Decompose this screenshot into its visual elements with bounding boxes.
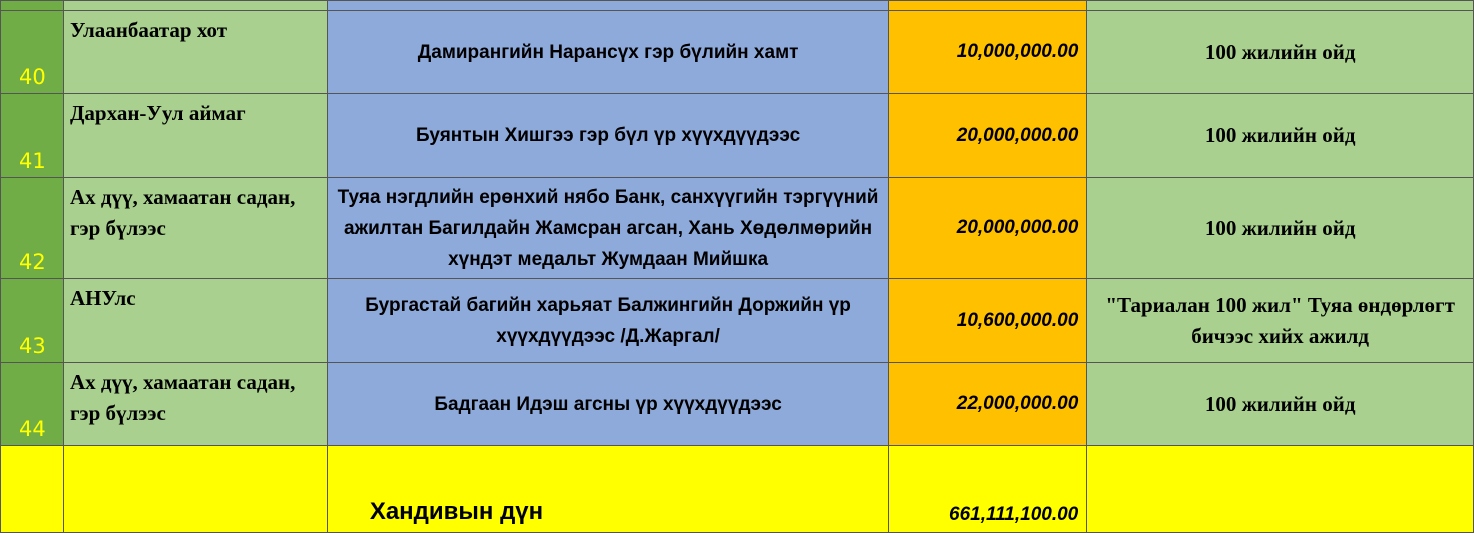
table-row: 43 АНУлс Бургастай багийн харьяат Балжинги… bbox=[0, 278, 1474, 363]
empty-cell bbox=[62, 445, 328, 533]
purpose-cell: 100 жилийн ойд bbox=[1086, 93, 1474, 178]
donor-cell: Бургастай багийн харьяат Балжингийн Дорж… bbox=[326, 278, 890, 363]
amount-cell: 10,000,000.00 bbox=[888, 10, 1088, 94]
donor-cell: Буянтын Хишгээ гэр бүл үр хүүхдүүдээс bbox=[326, 93, 890, 178]
number-cell: 43 bbox=[0, 278, 64, 363]
place-cell: Улаанбаатар хот bbox=[62, 10, 328, 94]
donor-cell: Дамирангийн Нарансүх гэр бүлийн хамт bbox=[326, 10, 890, 94]
amount-cell: 22,000,000.00 bbox=[888, 362, 1088, 446]
total-amount: 661,111,100.00 bbox=[888, 445, 1088, 533]
place-cell: Ах дүү, хамаатан садан, гэр бүлээс bbox=[62, 362, 328, 446]
number-cell: 41 bbox=[0, 93, 64, 178]
place-cell: Ах дүү, хамаатан садан, гэр бүлээс bbox=[62, 177, 328, 279]
purpose-cell: 100 жилийн ойд bbox=[1086, 362, 1474, 446]
number-cell: 40 bbox=[0, 10, 64, 94]
total-label: Хандивын дүн bbox=[326, 445, 890, 533]
table-row: 41 Дархан-Уул аймаг Буянтын Хишгээ гэр бүл… bbox=[0, 93, 1474, 178]
total-row: Хандивын дүн 661,111,100.00 bbox=[0, 445, 1474, 533]
partial-row bbox=[0, 0, 1474, 11]
number-cell: 42 bbox=[0, 177, 64, 279]
place-cell: АНУлс bbox=[62, 278, 328, 363]
donor-cell: Бадгаан Идэш агсны үр хүүхдүүдээс bbox=[326, 362, 890, 446]
amount-cell: 20,000,000.00 bbox=[888, 93, 1088, 178]
place-cell: Дархан-Уул аймаг bbox=[62, 93, 328, 178]
table-row: 44 Ах дүү, хамаатан садан, гэр бүлээс Бадг… bbox=[0, 362, 1474, 446]
empty-cell bbox=[1086, 445, 1474, 533]
empty-cell bbox=[0, 445, 64, 533]
number-cell: 44 bbox=[0, 362, 64, 446]
purpose-cell: 100 жилийн ойд bbox=[1086, 177, 1474, 279]
table-row: 42 Ах дүү, хамаатан садан, гэр бүлээс Туяа… bbox=[0, 177, 1474, 279]
table-row: 40 Улаанбаатар хот Дамирангийн Нарансүх гэ… bbox=[0, 10, 1474, 94]
amount-cell: 10,600,000.00 bbox=[888, 278, 1088, 363]
purpose-cell: "Тариалан 100 жил" Туяа өндөрлөгт бичээс… bbox=[1086, 278, 1474, 363]
purpose-cell: 100 жилийн ойд bbox=[1086, 10, 1474, 94]
donor-cell: Туяа нэгдлийн ерөнхий нябо Банк, санхүүг… bbox=[326, 177, 890, 279]
amount-cell: 20,000,000.00 bbox=[888, 177, 1088, 279]
